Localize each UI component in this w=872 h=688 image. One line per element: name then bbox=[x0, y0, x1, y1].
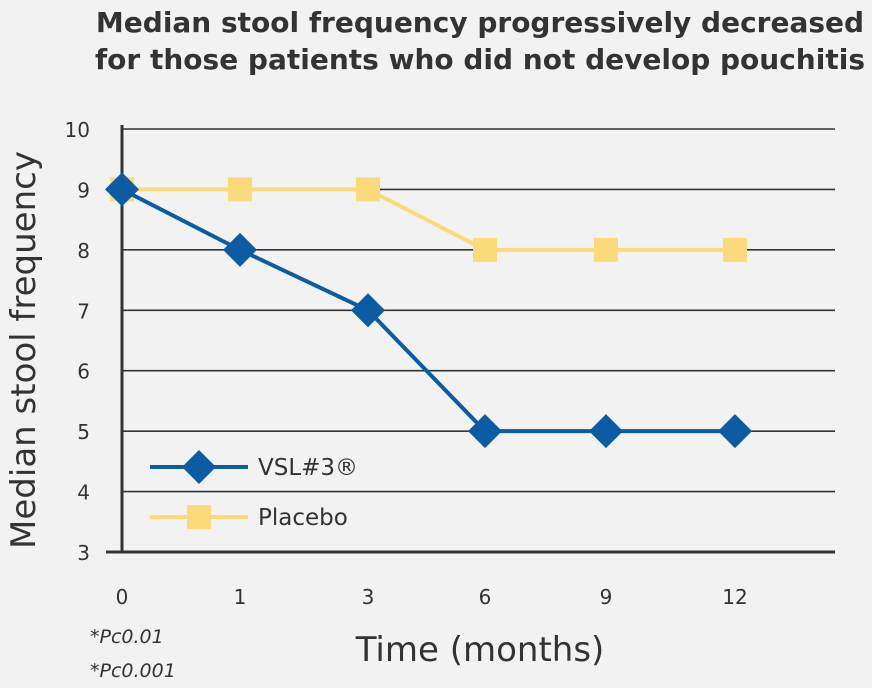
x-tick-label-6: 6 bbox=[479, 585, 492, 609]
data-point-vsl3-12 bbox=[718, 414, 752, 449]
data-point-placebo-12 bbox=[723, 237, 747, 262]
data-point-vsl3-6 bbox=[468, 414, 502, 449]
legend: VSL#3® Placebo bbox=[150, 450, 358, 531]
series bbox=[105, 172, 752, 449]
y-tick-label-5: 5 bbox=[77, 420, 90, 444]
y-tick-label-6: 6 bbox=[77, 360, 90, 384]
y-tick-label-9: 9 bbox=[77, 178, 90, 202]
series-line-placebo bbox=[122, 187, 735, 252]
data-point-vsl3-0 bbox=[105, 172, 139, 207]
footnote-2: *Pc0.001 bbox=[90, 660, 176, 682]
y-tick-label-4: 4 bbox=[77, 481, 90, 505]
series-line-vsl3 bbox=[121, 187, 735, 434]
y-tick-label-10: 10 bbox=[65, 118, 90, 142]
chart-title-line-2: for those patients who did not develop p… bbox=[95, 43, 865, 76]
data-point-placebo-6 bbox=[473, 237, 497, 262]
legend-item-placebo: Placebo bbox=[150, 505, 348, 531]
x-tick-label-12: 12 bbox=[722, 585, 747, 609]
y-tick-label-3: 3 bbox=[77, 541, 90, 565]
x-axis-label: Time (months) bbox=[355, 630, 605, 670]
chart-title: Median stool frequency progressively dec… bbox=[90, 4, 870, 78]
data-point-vsl3-1 bbox=[223, 232, 257, 267]
data-point-vsl3-9 bbox=[589, 414, 623, 449]
x-tick-label-1: 1 bbox=[234, 585, 247, 609]
x-tick-label-9: 9 bbox=[600, 585, 613, 609]
legend-label-placebo: Placebo bbox=[258, 505, 348, 531]
x-tick-label-3: 3 bbox=[362, 585, 375, 609]
data-point-vsl3-3 bbox=[351, 293, 385, 328]
tick-labels: 3 4 5 6 7 8 9 10 0 1 3 6 9 12 bbox=[65, 118, 748, 609]
y-tick-label-7: 7 bbox=[77, 299, 90, 323]
legend-item-vsl3: VSL#3® bbox=[150, 450, 358, 484]
legend-marker-placebo bbox=[187, 505, 211, 529]
legend-label-vsl3: VSL#3® bbox=[258, 455, 358, 481]
data-point-placebo-1 bbox=[228, 177, 252, 202]
data-point-placebo-9 bbox=[594, 237, 618, 262]
y-tick-label-8: 8 bbox=[77, 239, 90, 263]
footnote-1: *Pc0.01 bbox=[90, 626, 164, 648]
legend-marker-vsl3 bbox=[182, 450, 216, 484]
chart-title-line-1: Median stool frequency progressively dec… bbox=[95, 6, 865, 39]
data-point-placebo-3 bbox=[356, 177, 380, 202]
y-axis-label: Median stool frequency bbox=[4, 151, 44, 549]
x-tick-label-0: 0 bbox=[116, 585, 129, 609]
series-vsl3 bbox=[105, 172, 752, 449]
